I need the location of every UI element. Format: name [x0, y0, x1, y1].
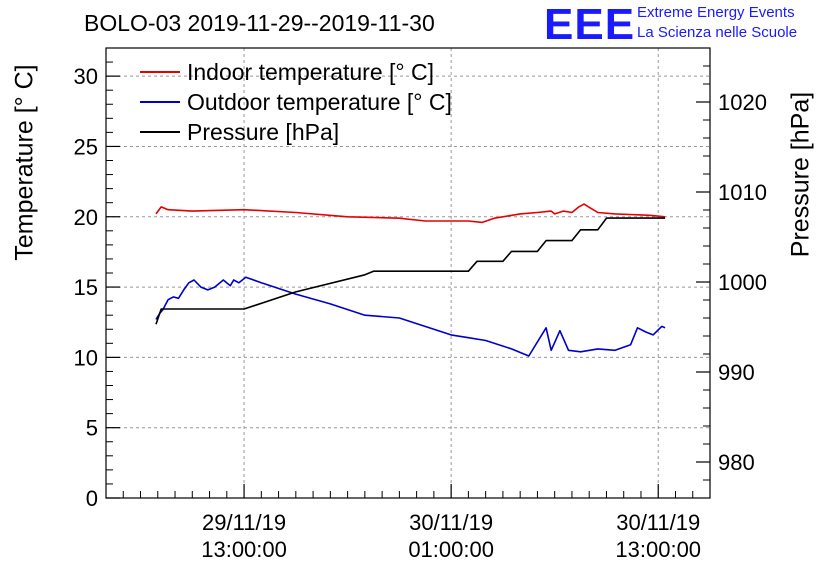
axes: 05101520253098099010001010102029/11/1913…: [74, 47, 767, 562]
chart-title: BOLO-03 2019-11-29--2019-11-30: [84, 10, 435, 36]
y-left-tick-label: 20: [74, 205, 98, 230]
plot-frame: [105, 47, 711, 499]
x-tick-date-label: 30/11/19: [409, 510, 493, 535]
y-left-tick-label: 15: [74, 275, 98, 300]
y-right-tick-label: 980: [718, 450, 755, 475]
y-right-tick-label: 1000: [718, 270, 767, 295]
series-line: [155, 203, 666, 224]
eee-logo: EEE: [544, 0, 636, 49]
organization-label: Extreme Energy Events La Scienza nelle S…: [637, 3, 797, 43]
legend-label: Outdoor temperature [° C]: [187, 89, 452, 115]
y-left-tick-label: 25: [74, 134, 98, 159]
series-line: [155, 217, 666, 325]
organization-line-1: Extreme Energy Events: [637, 4, 795, 21]
y-left-tick-label: 30: [74, 64, 98, 89]
x-tick-time-label: 13:00:00: [201, 537, 287, 562]
legend-label: Indoor temperature [° C]: [187, 59, 434, 85]
organization-line-2: La Scienza nelle Scuole: [637, 24, 798, 41]
grid-lines: [106, 48, 710, 498]
y-right-tick-label: 990: [718, 360, 755, 385]
series-group: [155, 203, 666, 357]
x-tick-time-label: 01:00:00: [408, 537, 494, 562]
y-right-tick-label: 1010: [718, 180, 767, 205]
x-tick-date-label: 29/11/19: [202, 510, 286, 535]
legend: Indoor temperature [° C] Outdoor temperat…: [140, 59, 452, 145]
y-left-tick-label: 10: [74, 345, 98, 370]
x-tick-date-label: 30/11/19: [616, 510, 700, 535]
y-left-tick-label: 5: [86, 416, 98, 441]
y-axis-left-label: Temperature [° C]: [10, 64, 39, 261]
series-line: [155, 276, 666, 357]
x-tick-time-label: 13:00:00: [615, 537, 701, 562]
y-axis-right-label: Pressure [hPa]: [786, 91, 815, 258]
y-left-tick-label: 0: [86, 486, 98, 511]
y-right-tick-label: 1020: [718, 90, 767, 115]
legend-label: Pressure [hPa]: [187, 119, 339, 145]
